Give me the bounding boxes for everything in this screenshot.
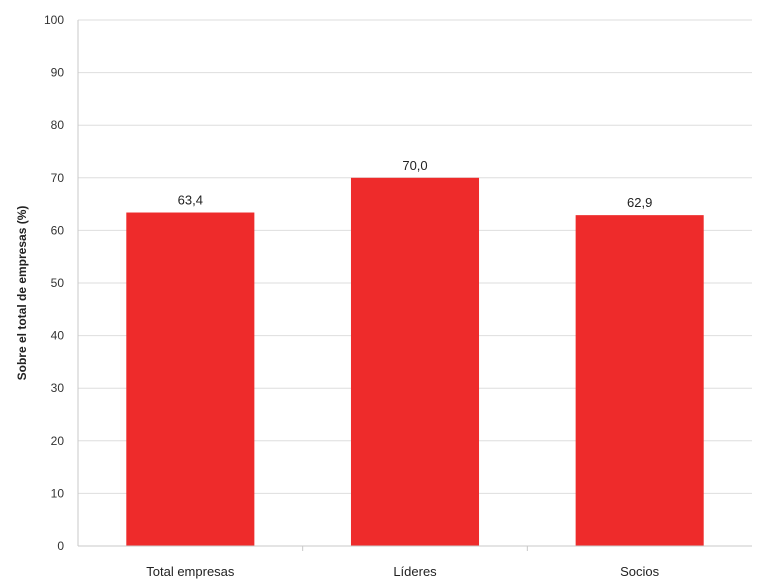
- y-tick-label: 60: [51, 223, 65, 237]
- y-axis-title: Sobre el total de empresas (%): [15, 206, 29, 381]
- x-tick-label: Total empresas: [146, 564, 235, 579]
- bar: [350, 177, 480, 547]
- y-tick-label: 20: [51, 434, 65, 448]
- data-label: 70,0: [402, 158, 427, 173]
- data-labels: 63,4 70,0 62,9: [178, 158, 653, 210]
- y-tick-label: 100: [44, 13, 64, 27]
- data-label: 62,9: [627, 195, 652, 210]
- bars: [126, 177, 704, 547]
- x-tick-label: Líderes: [393, 564, 437, 579]
- data-label: 63,4: [178, 193, 203, 208]
- y-tick-label: 30: [51, 381, 65, 395]
- y-tick-label: 40: [51, 329, 65, 343]
- x-tick-label: Socios: [620, 564, 660, 579]
- y-tick-label: 50: [51, 276, 65, 290]
- y-tick-label: 80: [51, 118, 65, 132]
- y-axis-ticks: 0 10 20 30 40 50 60 70 80 90 100: [44, 13, 64, 553]
- bar: [575, 215, 704, 546]
- y-tick-label: 70: [51, 171, 65, 185]
- y-tick-label: 90: [51, 66, 65, 80]
- bar: [126, 212, 255, 547]
- y-tick-label: 0: [57, 539, 64, 553]
- x-axis-labels: Total empresas Líderes Socios: [146, 546, 660, 579]
- y-tick-label: 10: [51, 486, 65, 500]
